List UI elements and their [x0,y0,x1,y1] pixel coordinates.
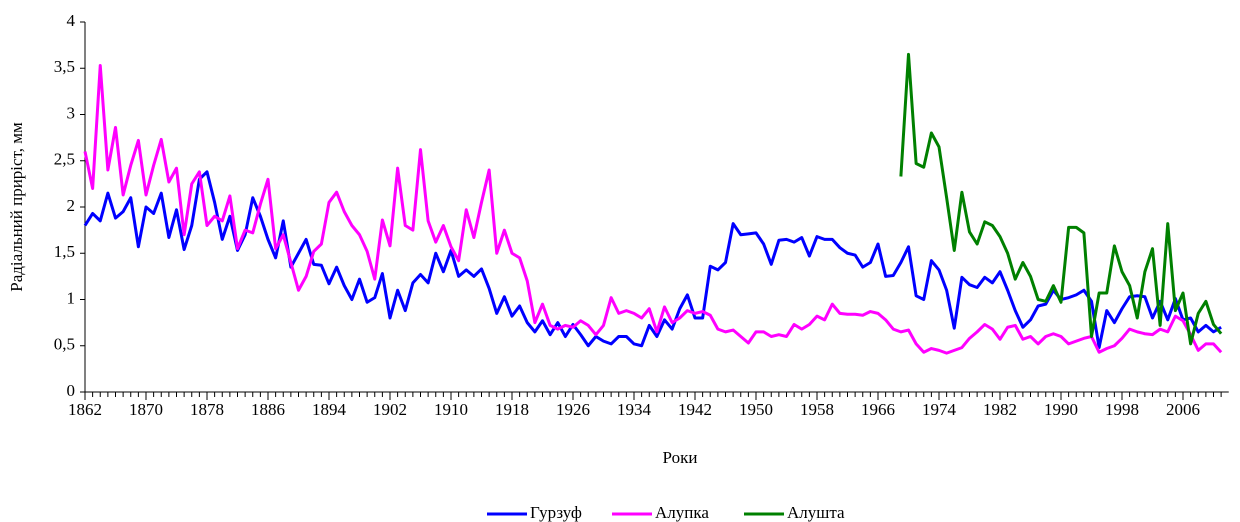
y-tick-label: 1,5 [54,242,75,261]
x-tick-label: 1926 [556,400,590,419]
series-line [899,52,1223,346]
x-tick-label: 1966 [861,400,895,419]
series-line [83,170,1222,350]
x-tick-label: 1990 [1044,400,1078,419]
y-tick-label: 0,5 [54,335,75,354]
x-tick-label: 1998 [1105,400,1139,419]
x-tick-label: 1918 [495,400,529,419]
legend-label: Алупка [655,503,709,522]
y-tick-label: 1 [67,288,76,307]
x-tick-label: 1894 [312,400,347,419]
x-tick-label: 1878 [190,400,224,419]
legend-label: Гурзуф [530,503,582,522]
x-tick-label: 1974 [922,400,957,419]
x-tick-label: 1870 [129,400,163,419]
x-tick-label: 1862 [68,400,102,419]
x-tick-label: 1942 [678,400,712,419]
x-tick-label: 1910 [434,400,468,419]
x-tick-label: 1950 [739,400,773,419]
y-tick-label: 0 [67,381,76,400]
x-axis-label: Роки [663,448,698,467]
x-tick-label: 1934 [617,400,652,419]
x-tick-label: 1958 [800,400,834,419]
x-tick-label: 1886 [251,400,285,419]
y-tick-label: 2 [67,196,76,215]
legend-label: Алушта [787,503,845,522]
y-tick-label: 4 [67,11,76,30]
x-tick-label: 2006 [1166,400,1200,419]
x-tick-label: 1902 [373,400,407,419]
y-axis-label: Радіальний приріст, мм [7,122,26,292]
series-line [83,63,1223,355]
x-tick-label: 1982 [983,400,1017,419]
y-tick-label: 3 [67,103,76,122]
y-tick-label: 2,5 [54,150,75,169]
y-tick-label: 3,5 [54,57,75,76]
